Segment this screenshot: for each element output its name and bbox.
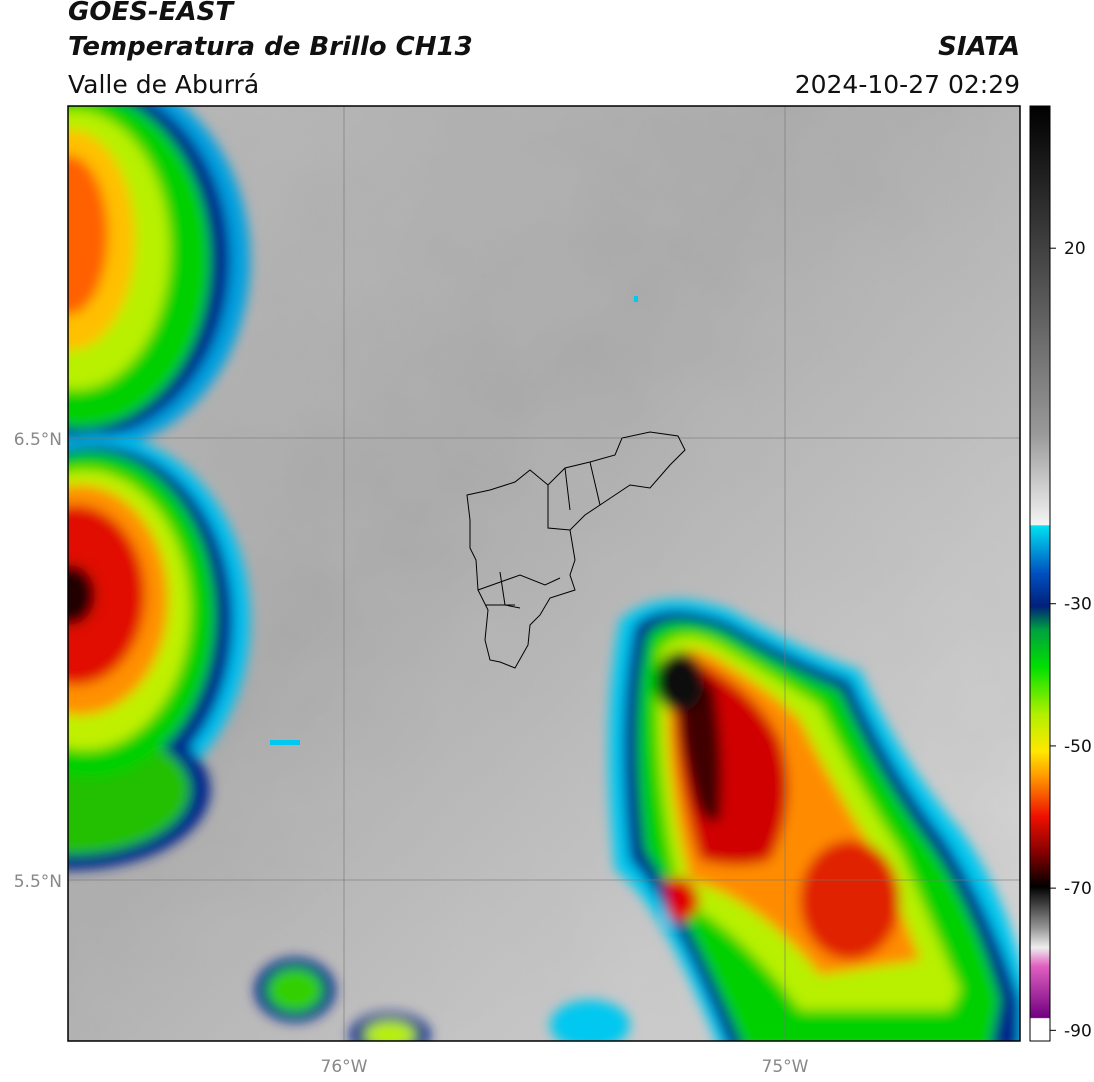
source: SIATA [938,32,1020,62]
title: Temperatura de Brillo CH13 [68,32,473,62]
satellite-name: GOES-EAST [68,0,235,27]
colorbar [1029,105,1051,1042]
datetime: 2024-10-27 02:29 [795,70,1020,99]
lon-label: 75°W [762,1057,809,1077]
colorbar-tick-label: -30 [1064,595,1092,615]
lat-label: 5.5°N [14,872,62,892]
satellite-image [68,106,1020,1041]
colorbar-tick-label: -90 [1064,1021,1092,1041]
colorbar-tick-label: -70 [1064,879,1092,899]
graticule [68,106,1020,1041]
colorbar-tick-label: -50 [1064,737,1092,757]
colorbar-tick-label: 20 [1064,239,1086,259]
region: Valle de Aburrá [68,70,259,99]
lon-label: 76°W [321,1057,368,1077]
municipal-boundaries [466,431,686,669]
map-frame [67,105,1021,1042]
lat-label: 6.5°N [14,430,62,450]
